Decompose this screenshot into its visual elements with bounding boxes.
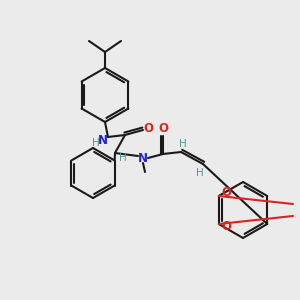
Text: O: O [143, 122, 153, 136]
Text: H: H [179, 139, 187, 149]
Text: H: H [92, 138, 100, 148]
Text: H: H [196, 168, 204, 178]
Text: O: O [158, 122, 168, 136]
Text: O: O [222, 220, 232, 233]
Text: O: O [222, 187, 232, 200]
Text: N: N [138, 152, 148, 164]
Text: H: H [119, 153, 127, 163]
Text: N: N [98, 134, 108, 146]
